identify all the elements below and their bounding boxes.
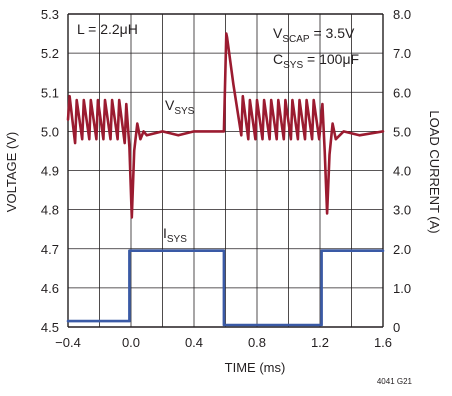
y-right-tick-label: 5.0: [393, 124, 411, 139]
x-tick-label: 0.4: [185, 335, 203, 350]
y-right-tick-label: 8.0: [393, 7, 411, 22]
vscap-annotation: VSCAP = 3.5V: [273, 25, 355, 45]
series-line-isys: [66, 249, 385, 327]
y-left-tick-label: 5.1: [41, 85, 59, 100]
y-left-tick-label: 4.9: [41, 164, 59, 179]
y-left-tick-label: 5.3: [41, 7, 59, 22]
isys-series-label: ISYS: [163, 225, 187, 245]
vsys-series-label: VSYS: [165, 97, 195, 117]
y-left-tick-label: 5.0: [41, 124, 59, 139]
y-axis-left-title: VOLTAGE (V): [4, 132, 19, 212]
inductor-annotation: L = 2.2μH: [77, 21, 138, 37]
x-tick-label: 1.2: [311, 335, 329, 350]
y-right-tick-label: 6.0: [393, 85, 411, 100]
y-left-tick-label: 4.8: [41, 203, 59, 218]
y-left-tick-label: 4.5: [41, 320, 59, 335]
x-tick-label: 0.0: [122, 335, 140, 350]
x-axis-title: TIME (ms): [225, 360, 286, 375]
series-layer: [66, 32, 385, 327]
y-axis-right-title: LOAD CURRENT (A): [427, 110, 442, 233]
tick-labels: −0.4 0.0 0.4 0.8 1.2 1.6 4.5 4.6 4.7 4.8 4.9 5.0 5.1…: [41, 7, 411, 350]
y-right-tick-label: 0: [393, 320, 400, 335]
y-left-tick-label: 4.6: [41, 281, 59, 296]
csys-annotation: CSYS = 100μF: [273, 51, 359, 71]
x-tick-label: 0.8: [248, 335, 266, 350]
y-left-tick-label: 5.2: [41, 46, 59, 61]
y-right-tick-label: 2.0: [393, 242, 411, 257]
y-right-tick-label: 4.0: [393, 164, 411, 179]
y-left-tick-label: 4.7: [41, 242, 59, 257]
figure-code: 4041 G21: [377, 377, 413, 386]
y-right-tick-label: 1.0: [393, 281, 411, 296]
y-right-tick-label: 7.0: [393, 46, 411, 61]
y-right-tick-label: 3.0: [393, 203, 411, 218]
x-tick-label: −0.4: [55, 335, 81, 350]
series-line-vsys: [66, 32, 385, 219]
x-tick-label: 1.6: [374, 335, 392, 350]
